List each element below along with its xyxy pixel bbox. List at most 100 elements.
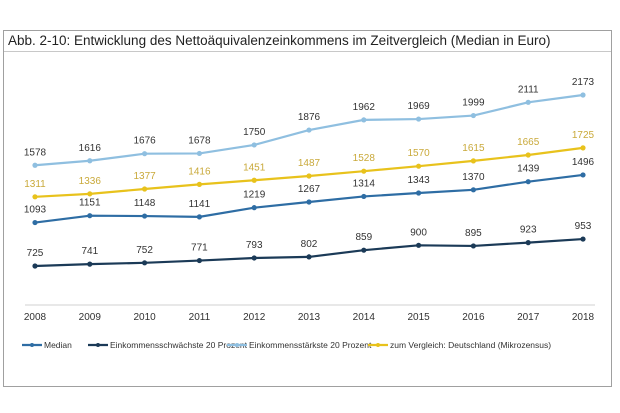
data-point: [306, 173, 312, 179]
data-point: [416, 242, 422, 248]
data-point: [251, 205, 257, 211]
data-point: [361, 168, 367, 174]
data-point: [580, 172, 586, 178]
data-point: [416, 163, 422, 169]
data-label: 1311: [24, 179, 46, 190]
data-point: [32, 194, 38, 200]
legend-marker: [235, 343, 239, 347]
data-point: [525, 99, 531, 105]
data-point: [306, 254, 312, 260]
data-point: [361, 193, 367, 200]
data-label: 741: [81, 246, 98, 257]
data-point: [32, 162, 38, 168]
data-label: 1141: [189, 199, 211, 210]
data-point: [306, 199, 312, 205]
x-tick-label: 2009: [79, 312, 102, 323]
data-label: 1676: [133, 136, 156, 147]
legend-label: Einkommensstärkste 20 Prozent: [249, 340, 372, 350]
legend-marker: [30, 343, 34, 347]
data-point: [580, 145, 586, 151]
data-point: [196, 257, 202, 264]
data-point: [470, 243, 476, 249]
data-label: 1528: [353, 153, 376, 164]
data-label: 1343: [407, 175, 430, 186]
data-label: 1725: [572, 130, 595, 141]
x-tick-label: 2011: [189, 312, 211, 323]
data-label: 1336: [79, 176, 102, 187]
legend-label: zum Vergleich: Deutschland (Mikrozensus): [390, 340, 551, 350]
data-point: [87, 191, 93, 197]
data-point: [196, 214, 202, 220]
data-label: 1615: [462, 143, 485, 154]
x-tick-label: 2010: [133, 312, 156, 323]
data-label: 771: [191, 243, 208, 254]
data-label: 1314: [353, 178, 376, 189]
data-label: 2111: [518, 84, 539, 95]
data-label: 1439: [517, 164, 540, 175]
data-point: [470, 187, 476, 193]
chart-frame: Abb. 2-10: Entwicklung des Nettoäquivale…: [3, 30, 612, 387]
data-point: [416, 116, 422, 122]
legend-label: Median: [44, 340, 72, 350]
data-label: 923: [520, 225, 537, 236]
data-label: 1570: [407, 148, 430, 159]
x-tick-label: 2014: [353, 312, 376, 323]
data-point: [470, 158, 476, 164]
data-label: 1616: [79, 143, 102, 154]
data-point: [196, 181, 202, 187]
data-point: [32, 263, 38, 269]
chart-title: Abb. 2-10: Entwicklung des Nettoäquivale…: [4, 31, 611, 52]
x-tick-label: 2013: [298, 312, 321, 323]
x-tick-label: 2012: [243, 312, 266, 323]
legend-marker: [376, 343, 380, 347]
data-point: [32, 219, 38, 226]
data-label: 1962: [353, 102, 376, 113]
data-label: 1093: [24, 205, 47, 216]
legend-marker: [96, 343, 100, 347]
data-label: 2173: [572, 77, 595, 88]
data-label: 1969: [407, 101, 430, 112]
data-label: 1377: [133, 171, 156, 182]
data-label: 1219: [243, 190, 266, 201]
data-point: [87, 158, 93, 164]
data-point: [580, 236, 586, 242]
data-label: 1416: [188, 166, 211, 177]
data-point: [196, 150, 202, 157]
data-label: 725: [27, 248, 44, 259]
data-label: 752: [136, 245, 153, 256]
data-label: 1678: [188, 135, 211, 146]
data-label: 1487: [298, 158, 321, 169]
data-point: [87, 213, 93, 219]
data-point: [142, 186, 148, 192]
data-label: 953: [575, 221, 592, 232]
series-line: [34, 173, 584, 224]
data-point: [470, 112, 476, 119]
data-label: 1496: [572, 157, 595, 168]
data-label: 793: [246, 240, 263, 251]
data-label: 859: [355, 232, 372, 243]
data-point: [251, 177, 257, 183]
data-point: [361, 247, 367, 253]
data-label: 1750: [243, 127, 266, 138]
data-point: [142, 151, 148, 157]
data-label: 895: [465, 228, 482, 239]
data-label: 1876: [298, 112, 321, 123]
x-tick-label: 2015: [407, 312, 430, 323]
data-point: [525, 152, 531, 158]
data-point: [142, 260, 148, 266]
data-label: 1148: [134, 198, 156, 209]
data-label: 1578: [24, 147, 47, 158]
data-point: [580, 92, 586, 98]
data-label: 1451: [243, 162, 266, 173]
data-point: [306, 127, 312, 133]
data-point: [525, 240, 531, 246]
legend-label: Einkommensschwächste 20 Prozent: [110, 340, 248, 350]
data-label: 1151: [79, 198, 101, 209]
x-tick-label: 2008: [24, 312, 47, 323]
data-label: 900: [410, 227, 427, 238]
x-tick-label: 2017: [517, 312, 540, 323]
data-point: [251, 142, 257, 148]
data-label: 1370: [462, 172, 485, 183]
data-point: [251, 255, 257, 261]
